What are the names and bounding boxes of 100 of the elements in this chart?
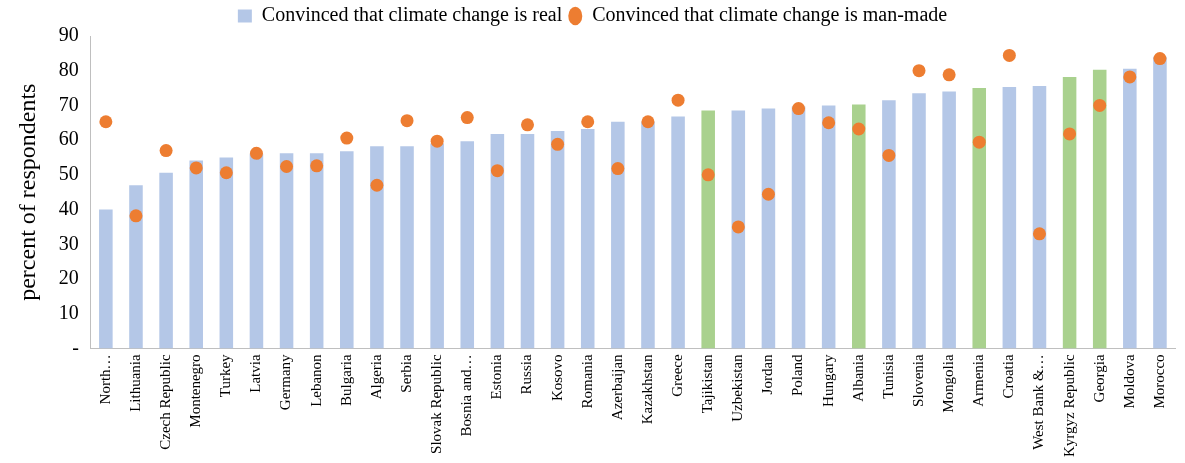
- x-tick-label: Slovak Republic: [428, 354, 445, 454]
- point: [701, 168, 715, 182]
- x-tick-label: Lithuania: [126, 354, 143, 412]
- x-tick-label: Romania: [578, 354, 595, 409]
- bar: [972, 88, 987, 349]
- x-tick-label: Greece: [669, 354, 686, 397]
- y-tick-label: 70: [58, 92, 79, 115]
- x-tick-label: Kosovo: [548, 354, 565, 402]
- point: [99, 115, 113, 129]
- x-tick-label: Morocco: [1150, 354, 1167, 409]
- bar: [189, 160, 203, 349]
- x-tick-label: Moldova: [1120, 354, 1137, 409]
- bar: [219, 157, 234, 349]
- y-tick-label: 20: [58, 266, 79, 289]
- x-tick-label: Estonia: [488, 354, 505, 400]
- bar: [761, 108, 776, 349]
- bar: [1153, 56, 1167, 349]
- y-tick-label: 50: [58, 162, 79, 185]
- x-tick-label: Germany: [277, 353, 294, 411]
- point: [370, 178, 384, 192]
- bar: [400, 146, 414, 349]
- bar: [159, 172, 173, 349]
- x-tick-label: Czech Republic: [157, 354, 174, 450]
- point: [460, 111, 474, 125]
- bar: [701, 110, 715, 349]
- point: [761, 187, 775, 201]
- y-tick-label: 10: [58, 300, 79, 323]
- point: [1153, 52, 1167, 66]
- bar: [309, 153, 324, 349]
- point: [159, 144, 173, 158]
- bar: [340, 151, 354, 349]
- bar: [611, 121, 625, 349]
- bar: [430, 143, 444, 349]
- x-tick-label: West Bank &…: [1030, 354, 1047, 450]
- legend-label: Convinced that climate change is man-made: [592, 3, 948, 27]
- x-tick-label: Albania: [849, 354, 866, 402]
- point: [189, 161, 203, 175]
- point: [852, 122, 866, 136]
- bar: [370, 146, 384, 349]
- x-tick-label: Latvia: [247, 354, 264, 393]
- point: [671, 93, 685, 107]
- y-tick-label: 30: [58, 231, 79, 254]
- x-tick-label: Azerbaijan: [608, 353, 625, 421]
- point: [430, 134, 444, 148]
- bar: [912, 93, 926, 349]
- point: [972, 135, 986, 149]
- y-tick-label: 90: [58, 23, 79, 46]
- bar: [550, 131, 565, 349]
- x-tick-label: Slovenia: [909, 354, 926, 407]
- point: [520, 118, 534, 132]
- bar: [1032, 85, 1047, 349]
- x-tick-label: North…: [96, 354, 113, 405]
- bar: [641, 121, 655, 349]
- point: [1032, 227, 1046, 241]
- point: [129, 209, 143, 223]
- bar: [671, 116, 685, 349]
- bar: [249, 154, 264, 349]
- bar: [1002, 87, 1017, 349]
- point: [249, 146, 263, 160]
- y-tick-label: 80: [58, 57, 79, 80]
- y-tick-label: 40: [58, 196, 79, 219]
- bar: [279, 153, 294, 349]
- point: [551, 137, 565, 151]
- x-tick-label: Tajikistan: [699, 353, 716, 414]
- x-tick-label: Montenegro: [187, 354, 204, 428]
- point: [490, 164, 504, 178]
- point: [1123, 70, 1137, 84]
- bar: [580, 129, 595, 349]
- point: [310, 159, 324, 173]
- point: [280, 160, 294, 174]
- legend-label: Convinced that climate change is real: [261, 3, 563, 27]
- point: [792, 102, 806, 116]
- point: [1093, 98, 1107, 112]
- x-tick-label: Bulgaria: [337, 354, 354, 407]
- point: [581, 115, 595, 129]
- bar: [821, 105, 836, 349]
- bar: [731, 110, 746, 349]
- x-tick-label: Kyrgyz Republic: [1060, 354, 1077, 458]
- x-tick-label: Russia: [518, 354, 535, 395]
- x-tick-label: Croatia: [1000, 354, 1017, 399]
- bar: [1062, 76, 1077, 349]
- point: [822, 116, 836, 130]
- point: [641, 115, 655, 129]
- bar: [882, 100, 896, 349]
- x-tick-label: Poland: [789, 353, 806, 397]
- x-tick-label: Turkey: [217, 353, 234, 398]
- point: [1063, 127, 1077, 141]
- bar: [99, 209, 113, 349]
- x-tick-label: Armenia: [970, 354, 987, 407]
- x-tick-label: Serbia: [397, 354, 414, 393]
- x-tick-label: Georgia: [1090, 354, 1107, 403]
- x-tick-label: Uzbekistan: [729, 353, 746, 422]
- bar: [490, 133, 505, 349]
- bar: [852, 104, 866, 349]
- bar: [129, 185, 143, 349]
- y-tick-label: -: [72, 335, 79, 358]
- point: [942, 68, 956, 82]
- x-tick-label: Jordan: [759, 353, 776, 395]
- point: [400, 114, 414, 128]
- x-tick-label: Hungary: [819, 353, 836, 407]
